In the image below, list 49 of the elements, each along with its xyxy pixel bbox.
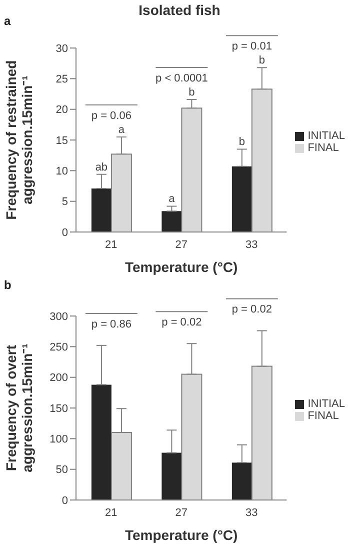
bar [162,452,182,500]
y-tick-label: 25 [56,74,68,86]
y-tick-label: 30 [56,42,68,55]
legend-label: INITIAL [308,130,345,142]
legend-label: INITIAL [308,398,345,410]
data-label: a [168,193,176,206]
y-tick-label: 200 [50,372,68,384]
data-label: b [258,54,265,67]
x-tick-label: 33 [245,238,258,251]
x-tick-label: 27 [175,506,188,519]
data-label: b [238,136,245,148]
y-tick-label: 10 [56,166,68,178]
annotation: p = 0.86 [91,318,132,330]
y-tick-label: 100 [50,434,68,446]
y-tick-label: 250 [50,342,68,354]
annotation: p < 0.0001 [156,72,208,85]
text: a [4,14,11,28]
legend-label: FINAL [308,410,339,422]
bar [232,166,252,232]
y-tick-label: 20 [56,104,68,116]
bar [91,384,112,500]
text: b [4,278,12,292]
annotation: p = 0.06 [91,110,132,122]
x-axis-title: Temperature (°C) [125,259,238,275]
y-tick-label: 150 [50,402,68,415]
x-tick-label: 27 [175,238,188,251]
y-axis-title: Frequency of overt aggression.15min⁻¹ [3,343,35,472]
y-tick-label: 50 [56,464,68,476]
y-tick-label: 15 [56,134,68,147]
annotation: p = 0.02 [162,316,202,329]
x-tick-label: 21 [104,238,118,251]
x-tick-label: 21 [104,506,118,519]
data-label: b [188,86,195,99]
y-tick-label: 5 [62,196,68,208]
y-tick-label: 0 [62,494,68,507]
x-axis-title: Temperature (°C) [125,527,238,543]
y-tick-label: 300 [50,310,68,323]
bar [91,188,112,232]
annotation: p = 0.01 [232,40,272,53]
y-tick-label: 0 [62,226,68,239]
data-label: a [118,124,126,136]
data-label: ab [95,161,108,174]
legend-label: FINAL [308,142,339,154]
x-tick-label: 33 [245,506,258,519]
chart-title: Isolated fish [138,2,220,18]
bar [162,211,182,232]
bar [232,462,252,500]
y-axis-title: Frequency of restrained aggression.15min⁻¹ [3,60,35,220]
text: p = 0.02 [232,304,272,316]
